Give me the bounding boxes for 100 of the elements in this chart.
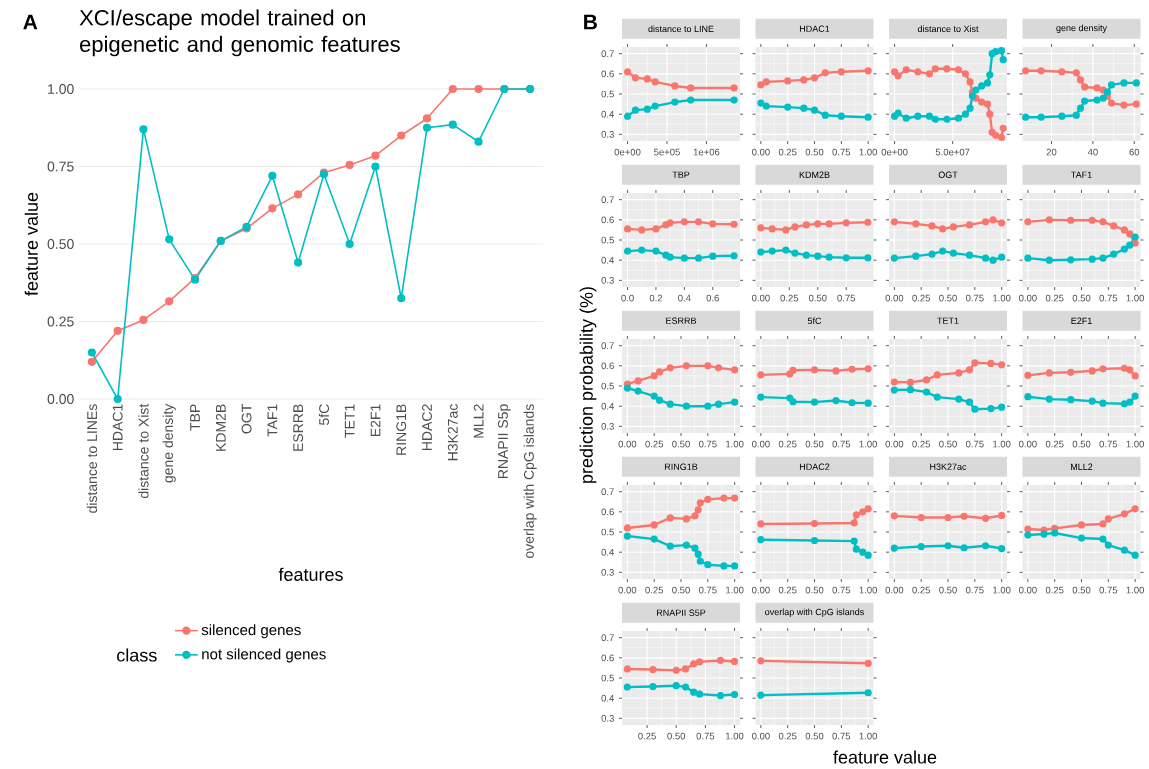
x-tick-label: 0.50 xyxy=(808,294,827,302)
x-tick-label: 0.75 xyxy=(1099,586,1118,594)
y-tick-label: 0.3 xyxy=(601,714,614,722)
x-tick-label: 0.00 xyxy=(885,440,904,448)
x-tick-label: 0.00 xyxy=(752,586,770,594)
x-tick-label: 0.25 xyxy=(912,294,931,302)
x-tick-label: 1.00 xyxy=(726,440,744,448)
chart-title: MLL2 xyxy=(1070,463,1093,470)
chart-title: 5fC xyxy=(807,317,822,325)
x-tick-label: 0.50 xyxy=(672,440,690,448)
chart-title: KDM2B xyxy=(799,171,830,178)
x-tick-label: 0.25 xyxy=(912,586,931,594)
x-tick-label: 60 xyxy=(1129,148,1140,156)
x-tick-label: TAF1 xyxy=(267,404,278,437)
x-axis-title: feature value xyxy=(833,750,937,764)
chart-title: E2F1 xyxy=(1071,317,1092,324)
y-tick-label: 0.4 xyxy=(601,256,615,264)
legend-label: not silenced genes xyxy=(202,648,326,663)
x-tick-label: 0.00 xyxy=(751,294,770,302)
x-tick-label: distance to LINEs xyxy=(86,404,98,513)
y-tick-label: 0.4 xyxy=(601,694,615,702)
y-tick-label: 0.75 xyxy=(47,161,74,172)
x-tick-label: 1.00 xyxy=(859,440,878,448)
x-tick-label: 0.75 xyxy=(832,148,851,156)
y-tick-label: 1.00 xyxy=(48,84,74,94)
x-tick-label: 0.50 xyxy=(672,586,690,594)
y-tick-label: 0.5 xyxy=(601,382,614,390)
x-tick-label: 0.50 xyxy=(939,294,957,302)
y-tick-label: 0.6 xyxy=(601,216,614,224)
x-tick-label: 0.75 xyxy=(698,440,717,448)
text: A xyxy=(23,14,38,30)
text: B xyxy=(584,14,597,30)
y-tick-label: 0.3 xyxy=(601,568,614,576)
x-tick-label: 0.50 xyxy=(1072,586,1091,594)
x-tick-label: 0.75 xyxy=(832,586,851,594)
y-tick-label: 0.7 xyxy=(601,50,614,58)
x-tick-label: 0.25 xyxy=(1045,440,1064,448)
chart-title: OGT xyxy=(938,171,958,178)
x-tick-label: 0.25 xyxy=(638,732,656,740)
x-tick-label: 0.00 xyxy=(618,440,637,448)
x-tick-label: 0.50 xyxy=(805,732,824,740)
x-tick-label: 1.00 xyxy=(859,732,878,740)
x-tick-label: 0.50 xyxy=(805,148,824,156)
x-tick-label: 0.00 xyxy=(1019,294,1037,302)
x-tick-label: TBP xyxy=(190,404,200,431)
x-tick-label: 1.00 xyxy=(1126,294,1145,302)
x-tick-label: 0.25 xyxy=(778,148,797,156)
y-tick-label: 0.3 xyxy=(601,422,614,430)
x-tick-label: 5fC xyxy=(318,404,330,425)
x-tick-label: 0.50 xyxy=(805,586,824,594)
x-tick-label: 40 xyxy=(1087,148,1098,156)
x-tick-label: 1.00 xyxy=(726,586,744,594)
y-tick-label: 0.5 xyxy=(601,528,614,536)
x-tick-label: OGT xyxy=(241,404,252,434)
x-tick-label: 0.25 xyxy=(778,440,797,448)
x-tick-label: 1.00 xyxy=(993,294,1011,302)
y-tick-label: 0.6 xyxy=(601,508,614,516)
x-tick-label: 0.75 xyxy=(1099,294,1118,302)
x-tick-label: 0.75 xyxy=(1099,440,1118,448)
x-tick-label: 0.6 xyxy=(706,294,719,302)
y-tick-label: 0.7 xyxy=(601,634,614,642)
x-tick-label: 1.00 xyxy=(1126,440,1145,448)
x-tick-label: 1.00 xyxy=(726,732,744,740)
x-tick-label: 0.75 xyxy=(832,732,851,740)
x-tick-label: 1.00 xyxy=(859,586,878,594)
y-tick-label: 0.5 xyxy=(601,674,614,682)
x-tick-label: overlap with CpG islands xyxy=(523,404,537,558)
y-tick-label: 0.7 xyxy=(601,342,614,350)
x-tick-label: 0.75 xyxy=(965,294,984,302)
x-tick-label: 5.0e+07 xyxy=(935,148,970,156)
chart-title: TBP xyxy=(672,171,690,178)
chart-title: TAF1 xyxy=(1071,171,1092,178)
legend-label: silenced genes xyxy=(201,624,301,639)
chart-title: overlap with CpG islands xyxy=(765,608,864,617)
x-tick-label: 0.50 xyxy=(1072,294,1091,302)
x-tick-label: 0e+00 xyxy=(614,148,641,156)
x-tick-label: gene density xyxy=(162,403,176,483)
x-tick-label: TET1 xyxy=(344,404,355,438)
chart-title: XCI/escape model trained on epigenetic and genomic features xyxy=(79,9,400,57)
x-tick-label: 0.00 xyxy=(885,586,904,594)
x-tick-label: 0.2 xyxy=(649,294,663,302)
x-tick-label: 0.75 xyxy=(832,440,851,448)
x-tick-label: 1.00 xyxy=(1126,586,1145,594)
y-tick-label: 0.5 xyxy=(601,90,614,98)
x-tick-label: 0.25 xyxy=(778,732,797,740)
y-tick-label: 0.6 xyxy=(601,70,614,78)
x-tick-label: 1.00 xyxy=(993,586,1011,594)
chart-title: HDAC2 xyxy=(799,463,830,470)
x-tick-label: 0.75 xyxy=(965,440,984,448)
y-tick-label: 0.7 xyxy=(601,196,614,204)
chart-title: distance to Xist xyxy=(917,25,979,33)
x-tick-label: 0.00 xyxy=(885,294,904,302)
x-tick-label: 0.25 xyxy=(780,294,799,302)
x-tick-label: 0.00 xyxy=(1019,440,1037,448)
chart-title: TET1 xyxy=(937,317,959,324)
chart-title: RING1B xyxy=(664,463,698,470)
legend-title: class xyxy=(117,648,157,662)
x-tick-label: distance to Xist xyxy=(138,403,149,499)
x-tick-label: RNAPII S5p xyxy=(498,404,511,479)
y-tick-label: 0.3 xyxy=(601,276,614,284)
